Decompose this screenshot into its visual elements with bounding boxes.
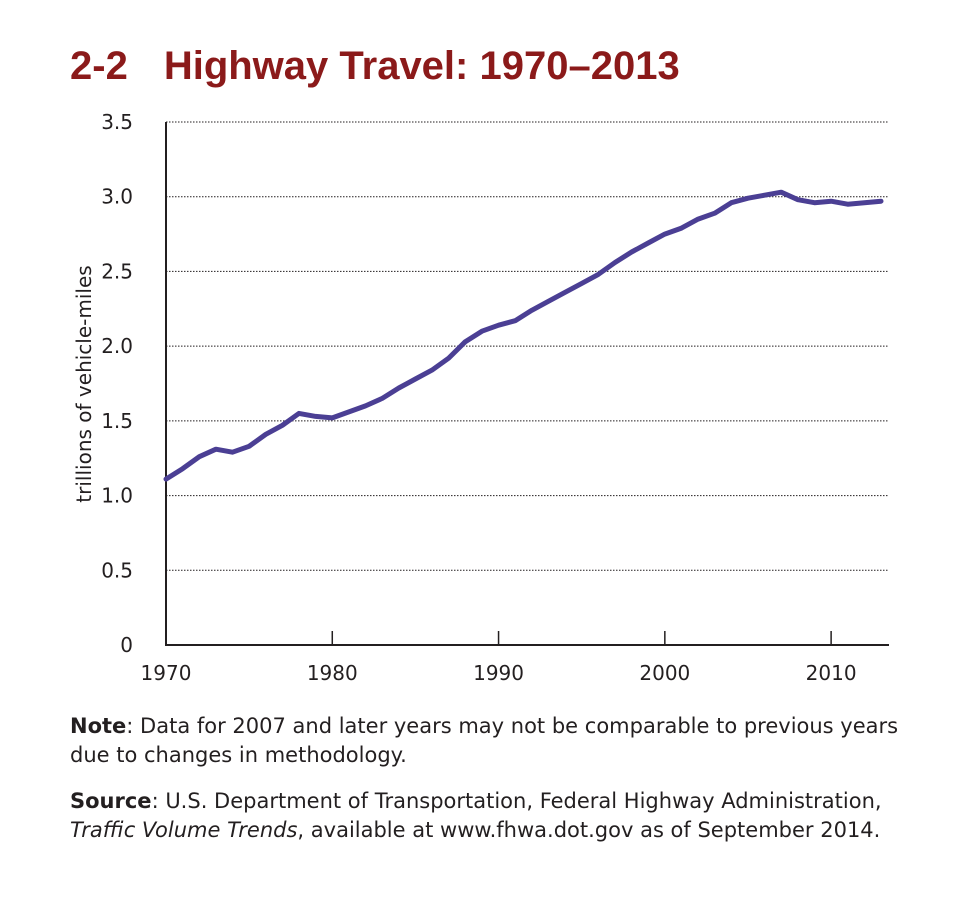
source-publication: Traffic Volume Trends [70,818,298,842]
y-tick-label: 1.5 [101,409,133,433]
x-tick-label: 1980 [307,661,358,685]
figure-title: Highway Travel: 1970–2013 [163,44,680,88]
gridlines [166,121,889,571]
y-tick-label: 3.5 [101,110,133,134]
line-chart: 0 0.5 1.0 1.5 2.0 2.5 3.0 3.5 1970 1980 1990 2000 2… [72,110,889,685]
note: Note: Data for 2007 and later years may … [70,712,900,770]
x-tick-label: 2000 [639,661,690,685]
source-label: Source [70,789,152,813]
y-axis-label: trillions of vehicle-miles [72,265,96,502]
x-tick-label: 2010 [806,661,857,685]
y-tick-label: 0.5 [101,558,133,582]
note-label: Note [70,714,127,738]
x-tick-label: 1990 [473,661,524,685]
page-title: 2-2 Highway Travel: 1970–2013 [70,42,680,90]
note-text: : Data for 2007 and later years may not … [70,714,899,767]
footnotes: Note: Data for 2007 and later years may … [70,712,900,862]
x-axis-ticks: 1970 1980 1990 2000 2010 [141,631,857,685]
source-text-after: , available at www.fhwa.dot.gov as of Se… [297,818,881,842]
series-line [163,189,884,482]
figure-number: 2-2 [70,44,128,88]
y-axis-ticks: 0 0.5 1.0 1.5 2.0 2.5 3.0 3.5 [101,110,133,657]
y-tick-label: 0 [120,633,133,657]
source: Source: U.S. Department of Transportatio… [70,787,900,845]
x-tick-label: 1970 [141,661,192,685]
source-text-before: : U.S. Department of Transportation, Fed… [151,789,882,813]
y-tick-label: 2.5 [101,259,133,283]
y-tick-label: 3.0 [101,185,133,209]
y-tick-label: 2.0 [101,334,133,358]
y-tick-label: 1.0 [101,484,133,508]
